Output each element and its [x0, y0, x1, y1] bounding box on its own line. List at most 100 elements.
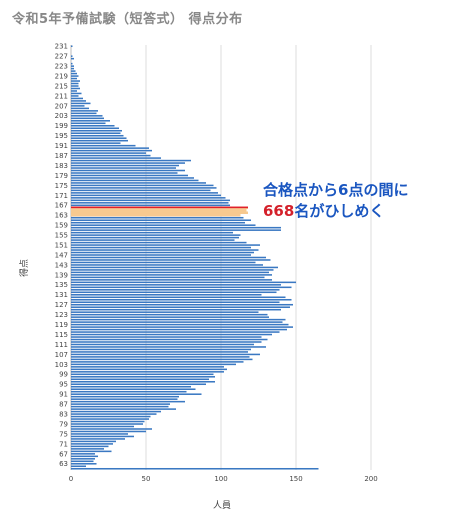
y-tick-label: 223 — [55, 63, 68, 71]
bar-score-163 — [71, 214, 241, 217]
bar-score-191 — [71, 144, 136, 147]
y-tick-label: 175 — [55, 182, 68, 190]
bar-score-137 — [71, 279, 272, 281]
bar-score-108 — [71, 351, 248, 353]
bar-score-117 — [71, 328, 287, 331]
bar-score-126 — [71, 306, 290, 308]
bar-score-127 — [71, 303, 293, 306]
y-tick-label: 63 — [59, 460, 68, 468]
bar-score-106 — [71, 356, 250, 358]
annotation-callout: 合格点から6点の間に 668名がひしめく — [263, 180, 408, 222]
bar-score-125 — [71, 308, 281, 311]
y-tick-label: 151 — [55, 241, 68, 249]
bar-score-141 — [71, 269, 274, 271]
bar-score-214 — [71, 87, 80, 90]
bar-score-165 — [71, 209, 247, 212]
bar-score-84 — [71, 410, 161, 413]
bar-score-173 — [71, 189, 211, 192]
y-tick-label: 123 — [55, 311, 68, 319]
bar-score-109 — [71, 348, 251, 351]
bar-score-222 — [71, 67, 74, 70]
y-tick-label: 127 — [55, 301, 68, 309]
y-tick-label: 79 — [59, 420, 68, 428]
bar-score-216 — [71, 82, 79, 85]
bar-score-223 — [71, 65, 74, 67]
bar-score-170 — [71, 197, 226, 199]
bar-score-195 — [71, 134, 124, 137]
bar-score-71 — [71, 443, 113, 445]
bar-score-82 — [71, 415, 151, 418]
bar-score-112 — [71, 341, 262, 343]
bar-score-133 — [71, 289, 280, 291]
y-tick-label: 207 — [55, 102, 68, 110]
x-axis-label: 人員 — [213, 500, 231, 511]
bar-score-69 — [71, 448, 104, 450]
bar-score-89 — [71, 398, 178, 400]
y-tick-label: 211 — [55, 92, 68, 100]
bar-score-179 — [71, 174, 188, 177]
y-tick-label: 67 — [59, 450, 68, 458]
bar-score-200 — [71, 122, 106, 125]
bar-score-94 — [71, 385, 191, 388]
bar-score-169 — [71, 199, 230, 202]
bar-score-184 — [71, 162, 185, 164]
bar-score-190 — [71, 147, 149, 149]
bar-score-177 — [71, 179, 199, 182]
bar-score-148 — [71, 251, 254, 254]
bar-score-62 — [71, 465, 86, 468]
bar-score-142 — [71, 266, 278, 269]
bar-score-153 — [71, 239, 235, 241]
bar-score-196 — [71, 132, 121, 134]
bar-score-199 — [71, 125, 115, 127]
bar-score-78 — [71, 425, 134, 428]
bar-score-73 — [71, 438, 125, 440]
bar-score-92 — [71, 390, 187, 393]
y-tick-label: 71 — [59, 440, 68, 448]
bar-score-104 — [71, 361, 244, 363]
bar-score-174 — [71, 187, 217, 189]
bar-score-178 — [71, 177, 194, 179]
y-tick-label: 143 — [55, 261, 68, 269]
bar-score-111 — [71, 343, 254, 346]
y-tick-label: 171 — [55, 192, 68, 200]
bar-score-81 — [71, 418, 149, 420]
bar-score-208 — [71, 102, 91, 105]
y-tick-label: 139 — [55, 271, 68, 279]
bar-score-95 — [71, 383, 206, 386]
bar-score-147 — [71, 254, 251, 256]
bar-score-218 — [71, 77, 77, 80]
bar-score-212 — [71, 92, 82, 95]
bar-score-156 — [71, 231, 233, 234]
y-tick-label: 91 — [59, 391, 68, 399]
y-tick-label: 203 — [55, 112, 68, 120]
bar-score-224 — [71, 62, 73, 65]
bar-score-98 — [71, 376, 215, 378]
bar-score-202 — [71, 117, 104, 120]
annotation-line-2: 668名がひしめく — [263, 201, 408, 222]
y-tick-label: 187 — [55, 152, 68, 160]
bar-score-119 — [71, 323, 289, 326]
bar-score-192 — [71, 142, 121, 144]
y-tick-label: 111 — [55, 341, 68, 349]
bar-score-144 — [71, 261, 256, 264]
y-tick-label: 219 — [55, 72, 68, 80]
bar-score-194 — [71, 137, 127, 139]
bar-score-110 — [71, 346, 266, 348]
x-tick-label: 0 — [69, 475, 73, 483]
bar-score-115 — [71, 333, 272, 336]
y-tick-label: 107 — [55, 351, 68, 359]
bar-score-197 — [71, 129, 122, 132]
bar-score-227 — [71, 55, 73, 57]
bar-score-140 — [71, 271, 269, 274]
bar-score-135 — [71, 284, 281, 286]
bar-score-219 — [71, 75, 79, 77]
bar-score-80 — [71, 420, 145, 423]
bar-score-186 — [71, 157, 161, 159]
bar-score-116 — [71, 331, 280, 333]
bar-score-61 — [71, 467, 319, 470]
bar-score-77 — [71, 428, 152, 430]
bar-score-220 — [71, 72, 77, 75]
bar-score-107 — [71, 353, 260, 356]
bar-score-118 — [71, 326, 293, 328]
y-axis-label: 得点 — [18, 259, 30, 277]
